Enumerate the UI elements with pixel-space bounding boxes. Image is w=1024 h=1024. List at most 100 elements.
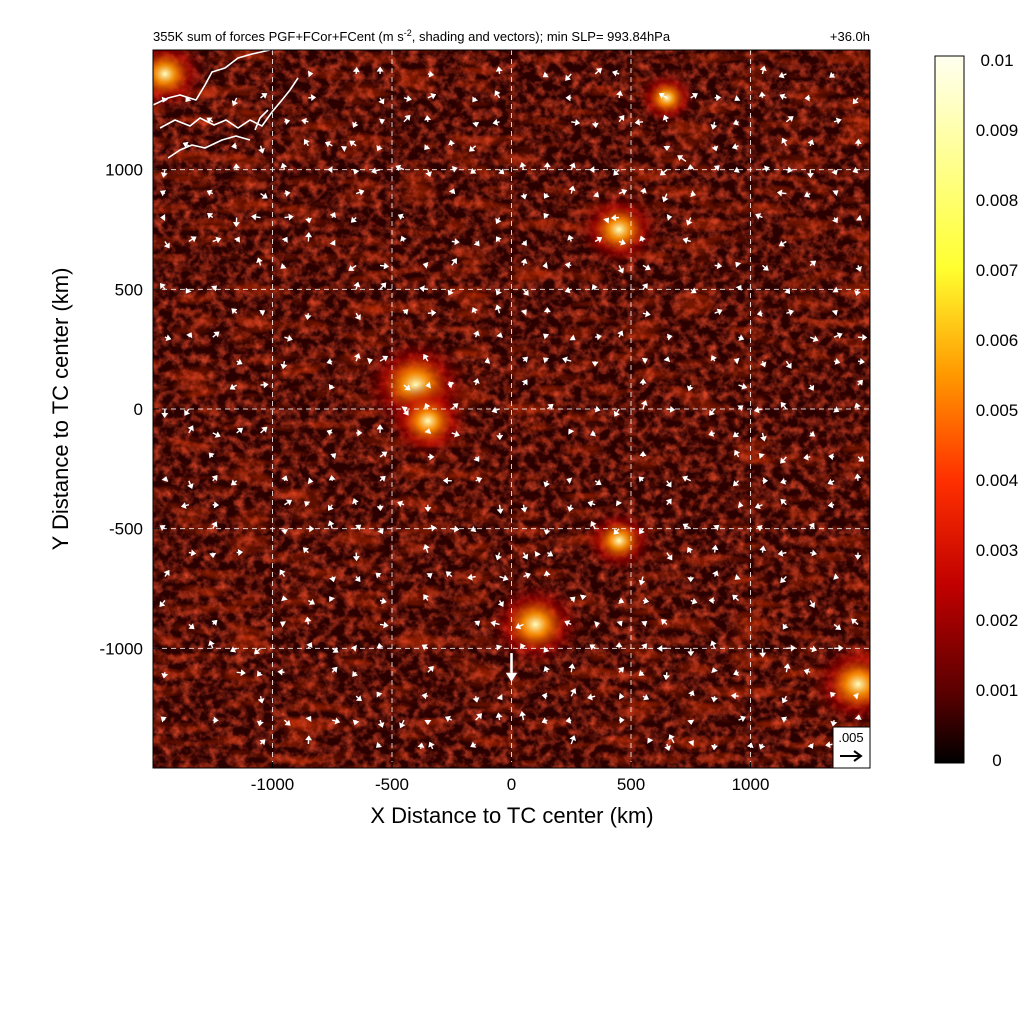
vector-small-390 <box>379 621 389 629</box>
vector-small-24 <box>658 92 668 99</box>
vector-small-59 <box>469 145 477 152</box>
vector-small-422 <box>834 644 844 652</box>
vector-small-163 <box>379 282 387 290</box>
vector-small-121 <box>686 217 693 226</box>
vector-small-47 <box>732 119 739 126</box>
vector-small-270 <box>330 453 337 460</box>
vector-small-218 <box>710 355 717 362</box>
vector-small-304 <box>284 499 293 506</box>
vector-small-113 <box>305 217 312 224</box>
vector-small-194 <box>284 334 293 342</box>
vector-small-252 <box>854 402 861 410</box>
vector-small-281 <box>161 476 169 482</box>
vector-small-358 <box>354 575 361 582</box>
vector-small-191 <box>164 334 172 342</box>
vector-large-13 <box>340 145 347 153</box>
vector-small-267 <box>760 432 767 442</box>
vector-small-129 <box>281 236 288 243</box>
vector-small-168 <box>564 286 572 294</box>
vector-small-211 <box>423 353 429 362</box>
vector-small-381 <box>642 597 650 605</box>
vector-small-68 <box>280 162 288 170</box>
vector-small-153 <box>642 264 651 271</box>
vector-small-337 <box>756 524 763 532</box>
vector-small-487 <box>807 742 814 749</box>
vector-small-144 <box>280 262 287 269</box>
vector-small-303 <box>212 501 220 509</box>
vector-small-385 <box>809 600 816 609</box>
vector-small-166 <box>495 289 502 296</box>
vector-small-196 <box>496 332 503 339</box>
y-tick-label: 1000 <box>105 161 143 180</box>
vector-small-432 <box>618 667 625 674</box>
vector-small-313 <box>567 504 574 512</box>
vector-small-151 <box>564 261 572 269</box>
vector-small-364 <box>523 572 531 579</box>
vector-small-333 <box>613 528 620 535</box>
vector-small-344 <box>423 543 430 553</box>
vector-small-329 <box>451 525 460 533</box>
vector-small-161 <box>211 285 218 292</box>
vector-small-335 <box>682 523 692 530</box>
vector-small-474 <box>738 715 746 723</box>
vector-small-106 <box>804 191 811 198</box>
vector-small-457 <box>212 716 219 724</box>
vector-small-138 <box>594 236 603 243</box>
vector-small-79 <box>569 162 576 170</box>
vector-small-345 <box>495 552 502 561</box>
vector-large-4 <box>417 742 425 749</box>
vector-small-307 <box>352 498 359 505</box>
vector-small-29 <box>779 93 787 101</box>
vector-small-233 <box>738 383 748 390</box>
vector-small-83 <box>687 164 695 170</box>
colorbar-tick-label: 0.001 <box>976 681 1019 700</box>
vector-small-414 <box>615 642 623 649</box>
vector-small-312 <box>520 504 528 513</box>
vector-small-477 <box>854 714 862 721</box>
vector-small-242 <box>546 403 554 410</box>
y-tick-label: 500 <box>115 280 143 299</box>
vector-small-125 <box>163 241 170 249</box>
vector-small-44 <box>634 118 644 126</box>
vector-small-181 <box>427 309 437 317</box>
vector-small-468 <box>495 712 503 721</box>
vector-small-37 <box>403 114 411 123</box>
vector-small-26 <box>714 94 722 102</box>
vector-small-215 <box>591 361 599 367</box>
vector-small-203 <box>809 335 819 342</box>
vector-small-95 <box>355 189 365 196</box>
vector-small-34 <box>301 117 309 125</box>
vector-small-328 <box>427 524 437 532</box>
vector-small-282 <box>187 480 194 490</box>
y-axis: 1000 500 0 -500 -1000 <box>100 161 159 658</box>
vector-small-311 <box>496 504 504 515</box>
vector-small-53 <box>303 138 310 147</box>
vector-small-411 <box>520 643 527 650</box>
vector-small-178 <box>304 313 312 321</box>
vector-small-314 <box>587 500 596 508</box>
plot-area <box>153 50 870 768</box>
vector-small-18 <box>403 95 412 102</box>
vector-small-135 <box>495 236 502 243</box>
vector-small-55 <box>349 140 357 147</box>
vector-small-227 <box>403 384 411 391</box>
vector-small-170 <box>641 283 648 290</box>
vector-small-202 <box>738 334 745 341</box>
vector-small-180 <box>402 309 409 316</box>
vector-small-77 <box>519 162 527 170</box>
vector-small-352 <box>777 549 787 557</box>
vector-small-155 <box>735 261 742 268</box>
vector-small-78 <box>543 162 551 170</box>
hotspot-1 <box>385 383 470 459</box>
vector-small-105 <box>776 189 787 197</box>
reference-vector-box: .005 <box>832 726 871 769</box>
vector-small-160 <box>185 287 192 294</box>
hotspot-5 <box>810 641 870 728</box>
vector-small-438 <box>803 668 811 675</box>
vector-small-193 <box>212 331 220 338</box>
vector-small-119 <box>610 214 620 222</box>
vector-small-276 <box>758 452 765 460</box>
vector-small-41 <box>571 119 581 126</box>
vector-small-73 <box>425 169 433 178</box>
vector-small-236 <box>161 408 169 419</box>
